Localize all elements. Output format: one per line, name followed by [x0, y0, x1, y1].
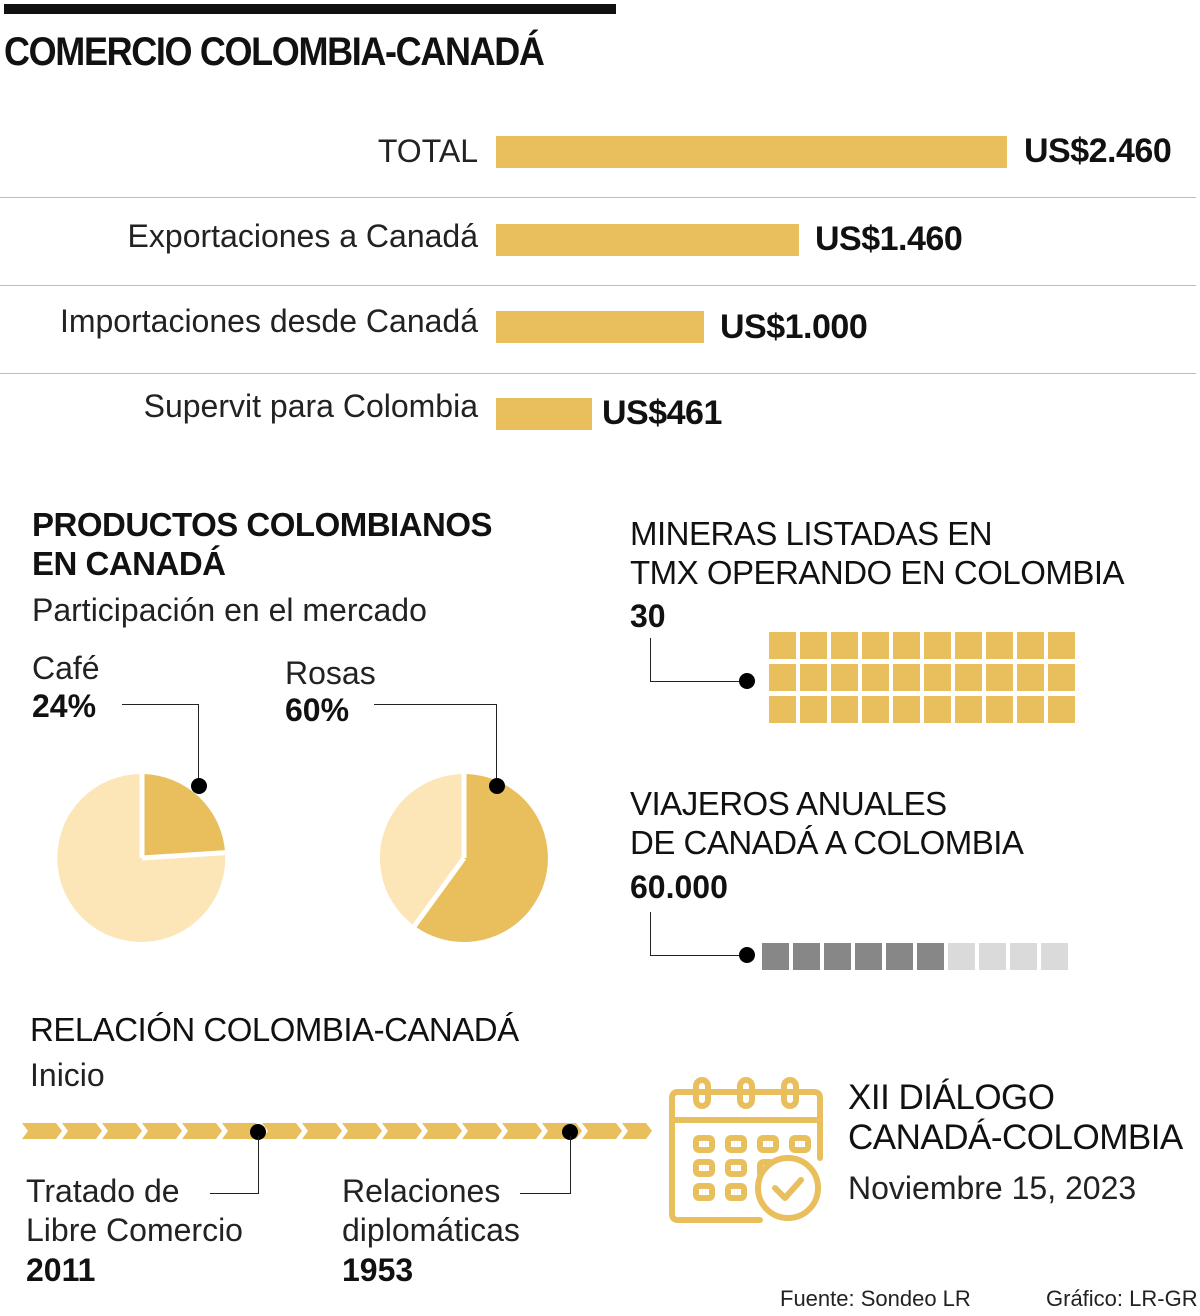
cafe-label: Café — [32, 650, 100, 686]
timeline-arrows — [22, 1123, 652, 1139]
cafe-pie — [57, 772, 228, 942]
credit-note: Gráfico: LR-GR — [1046, 1286, 1198, 1311]
bar-label-exports: Exportaciones a Canadá — [127, 218, 478, 254]
relation-subtitle: Inicio — [30, 1057, 105, 1093]
products-title-line2: EN CANADÁ — [32, 545, 226, 582]
event-title-line1: XII DIÁLOGO — [848, 1078, 1055, 1117]
milestone-1953-year: 1953 — [342, 1252, 414, 1288]
bar-exports — [496, 224, 799, 256]
page-title: COMERCIO COLOMBIA-CANADÁ — [4, 30, 545, 74]
miners-pointer-dot — [739, 673, 755, 689]
divider — [0, 197, 1196, 198]
rosas-pointer-dot — [489, 778, 505, 794]
miners-leader-h — [650, 681, 744, 682]
calendar-check-icon — [669, 1077, 823, 1223]
travelers-pictogram — [762, 943, 1072, 970]
milestone-1953-line2: diplomáticas — [342, 1212, 520, 1248]
milestone-leader-v-1953 — [570, 1136, 571, 1194]
source-note: Fuente: Sondeo LR — [780, 1286, 971, 1311]
rosas-pie — [379, 772, 548, 942]
miners-leader-v — [650, 638, 651, 682]
bar-imports — [496, 311, 704, 343]
miners-title-line1: MINERAS LISTADAS EN — [630, 515, 993, 552]
bar-label-total: TOTAL — [377, 133, 478, 169]
travelers-title-line2: DE CANADÁ A COLOMBIA — [630, 824, 1024, 861]
milestone-leader-h-2011 — [210, 1193, 259, 1194]
milestone-dot-1953 — [562, 1124, 578, 1140]
milestone-leader-v-2011 — [258, 1136, 259, 1194]
travelers-leader-h — [650, 955, 744, 956]
bar-value-surplus: US$461 — [602, 394, 722, 432]
milestone-leader-h-1953 — [520, 1193, 571, 1194]
travelers-value: 60.000 — [630, 869, 728, 905]
bar-surplus — [496, 398, 592, 430]
divider — [0, 373, 1196, 374]
rosas-label: Rosas — [285, 655, 376, 691]
travelers-title-line1: VIAJEROS ANUALES — [630, 785, 947, 822]
milestone-2011-year: 2011 — [26, 1252, 96, 1288]
bar-value-exports: US$1.460 — [815, 220, 963, 258]
event-title-line2: CANADÁ-COLOMBIA — [848, 1118, 1183, 1157]
miners-value: 30 — [630, 598, 666, 634]
bar-label-surplus: Supervit para Colombia — [143, 388, 478, 424]
miners-pictogram — [769, 632, 1079, 724]
travelers-leader-v — [650, 912, 651, 956]
milestone-2011-line1: Tratado de — [26, 1173, 180, 1209]
rosas-pct: 60% — [285, 692, 350, 728]
travelers-pointer-dot — [739, 947, 755, 963]
products-subtitle: Participación en el mercado — [32, 592, 427, 628]
relation-title: RELACIÓN COLOMBIA-CANADÁ — [30, 1011, 519, 1048]
milestone-1953-line1: Relaciones — [342, 1173, 501, 1209]
bar-label-imports: Importaciones desde Canadá — [59, 303, 478, 339]
cafe-leader-v — [198, 704, 199, 784]
products-title-line1: PRODUCTOS COLOMBIANOS — [32, 506, 493, 543]
miners-title-line2: TMX OPERANDO EN COLOMBIA — [630, 554, 1125, 591]
divider — [0, 285, 1196, 286]
rosas-leader-v — [496, 704, 497, 782]
milestone-dot-2011 — [250, 1124, 266, 1140]
cafe-pct: 24% — [32, 688, 97, 724]
cafe-pointer-dot — [191, 778, 207, 794]
milestone-2011-line2: Libre Comercio — [26, 1212, 243, 1248]
event-date: Noviembre 15, 2023 — [848, 1170, 1137, 1206]
cafe-leader-h — [122, 704, 199, 705]
rosas-leader-h — [374, 704, 497, 705]
top-rule — [4, 4, 616, 14]
bar-total — [496, 136, 1007, 168]
bar-value-total: US$2.460 — [1024, 132, 1172, 170]
bar-value-imports: US$1.000 — [720, 308, 868, 346]
